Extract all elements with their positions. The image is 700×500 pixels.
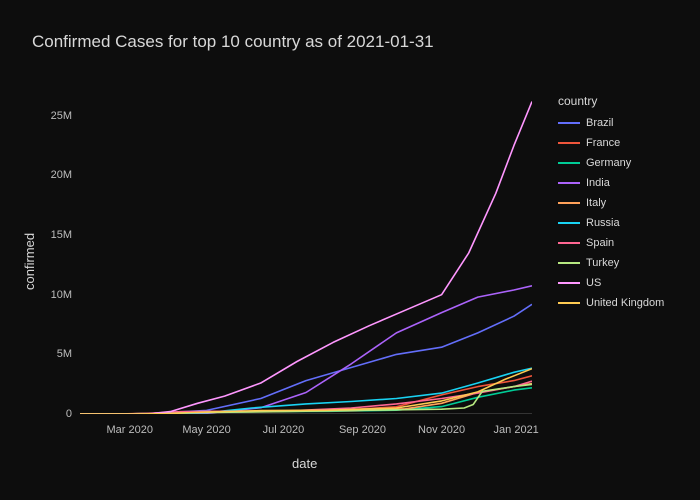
y-tick-label: 10M [51, 289, 72, 301]
legend-swatch [558, 162, 580, 164]
legend-text: India [586, 177, 610, 189]
x-axis-label: date [292, 456, 317, 471]
y-tick-label: 0 [66, 408, 72, 420]
x-tick-label: May 2020 [182, 424, 230, 436]
legend-swatch [558, 242, 580, 244]
x-tick-label: Jan 2021 [494, 424, 539, 436]
legend-swatch [558, 202, 580, 204]
y-tick-label: 25M [51, 110, 72, 122]
legend-item-united-kingdom[interactable]: United Kingdom [558, 294, 664, 312]
legend-item-brazil[interactable]: Brazil [558, 114, 664, 132]
legend-item-italy[interactable]: Italy [558, 194, 664, 212]
legend[interactable]: country Brazil France Germany India Italy Rus… [558, 94, 664, 314]
legend-swatch [558, 142, 580, 144]
legend-item-france[interactable]: France [558, 134, 664, 152]
x-tick-label: Nov 2020 [418, 424, 465, 436]
chart-svg [80, 86, 532, 414]
legend-title: country [558, 94, 664, 108]
plot-area [80, 86, 532, 414]
legend-text: Germany [586, 157, 631, 169]
series-line-us[interactable] [80, 102, 532, 415]
y-tick-label: 20M [51, 169, 72, 181]
legend-item-spain[interactable]: Spain [558, 234, 664, 252]
legend-items: Brazil France Germany India Italy Russia Spain… [558, 114, 664, 312]
legend-item-turkey[interactable]: Turkey [558, 254, 664, 272]
legend-text: US [586, 277, 601, 289]
legend-swatch [558, 282, 580, 284]
x-tick-label: Mar 2020 [106, 424, 152, 436]
legend-swatch [558, 182, 580, 184]
legend-item-russia[interactable]: Russia [558, 214, 664, 232]
legend-text: Italy [586, 197, 606, 209]
x-tick-label: Jul 2020 [263, 424, 305, 436]
legend-item-germany[interactable]: Germany [558, 154, 664, 172]
legend-swatch [558, 262, 580, 264]
legend-swatch [558, 222, 580, 224]
legend-text: Russia [586, 217, 620, 229]
y-tick-label: 15M [51, 229, 72, 241]
legend-text: Spain [586, 237, 614, 249]
y-axis-label: confirmed [22, 233, 37, 290]
series-line-brazil[interactable] [80, 304, 532, 414]
series-line-russia[interactable] [80, 368, 532, 414]
x-tick-label: Sep 2020 [339, 424, 386, 436]
legend-text: Turkey [586, 257, 619, 269]
legend-text: United Kingdom [586, 297, 664, 309]
legend-swatch [558, 302, 580, 304]
legend-item-india[interactable]: India [558, 174, 664, 192]
legend-text: Brazil [586, 117, 614, 129]
legend-text: France [586, 137, 620, 149]
legend-item-us[interactable]: US [558, 274, 664, 292]
y-tick-label: 5M [57, 348, 72, 360]
legend-swatch [558, 122, 580, 124]
chart-title: Confirmed Cases for top 10 country as of… [32, 32, 434, 52]
